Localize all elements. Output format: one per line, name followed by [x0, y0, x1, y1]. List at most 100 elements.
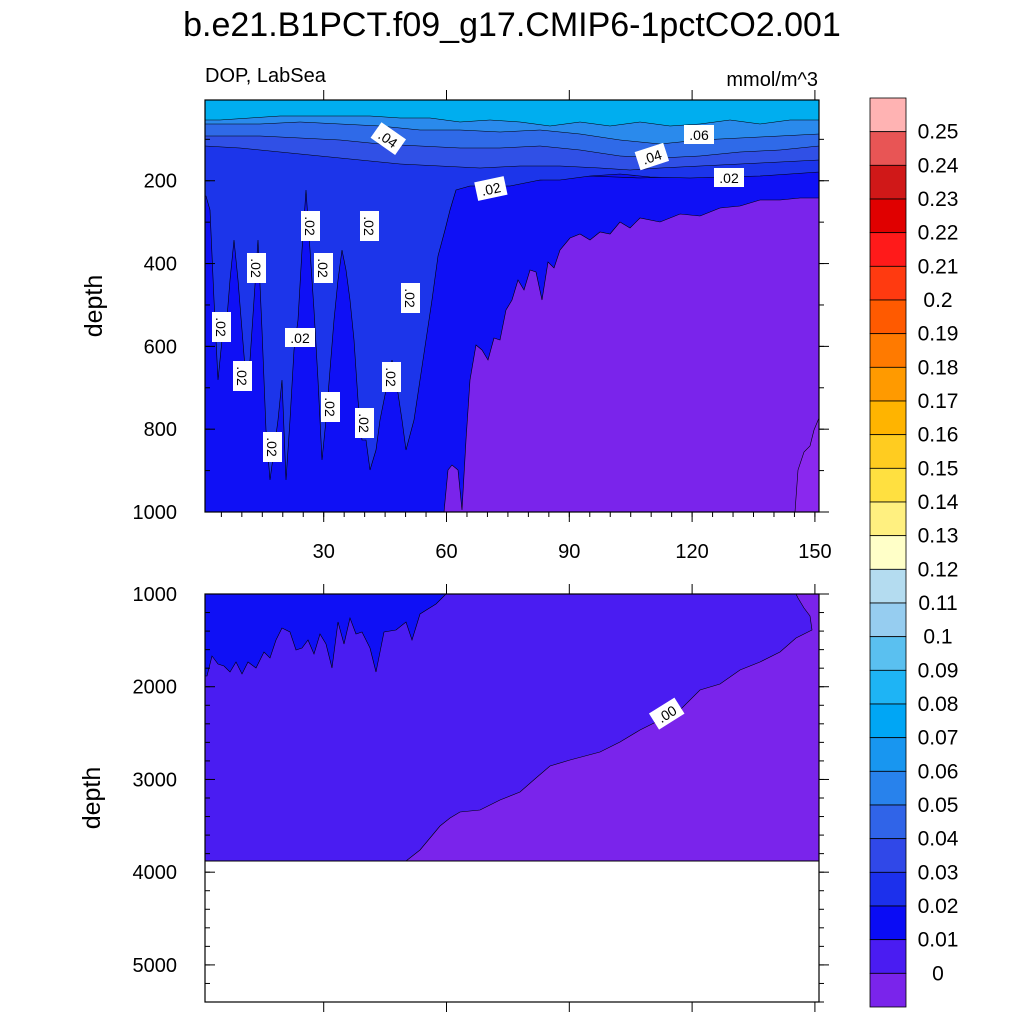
contour-label: .04	[634, 142, 670, 171]
colorbar-box	[869, 838, 907, 873]
colorbar-box	[869, 905, 907, 941]
svg-text:.02: .02	[248, 258, 264, 278]
svg-text:.02: .02	[315, 258, 331, 278]
colorbar: 0.25 0.24 0.23 0.22 0.21 0.2 0.19 0.18 0.17 0.16 0…	[869, 97, 959, 1008]
svg-text:.06: .06	[689, 127, 709, 143]
colorbar-label: 0.07	[918, 727, 959, 750]
colorbar-box	[869, 501, 907, 537]
contour-label: .02	[263, 432, 282, 462]
lower-ytick-label: 3000	[133, 769, 178, 791]
colorbar-box	[869, 636, 907, 671]
svg-text:.02: .02	[322, 397, 338, 417]
lower-panel: 1000 2000 3000 4000 5000 depth .00	[78, 584, 829, 1012]
upper-xtick-label: 30	[313, 541, 335, 563]
lower-ytick-label: 4000	[133, 862, 178, 884]
svg-text:.02: .02	[290, 330, 310, 346]
upper-xtick-label: 90	[558, 541, 580, 563]
upper-ytick-label: 1000	[133, 502, 178, 524]
contour-label: .02	[355, 408, 374, 438]
colorbar-box	[869, 568, 907, 604]
upper-ytick-label: 600	[144, 336, 177, 358]
colorbar-label: 0.22	[918, 222, 959, 245]
colorbar-label: 0	[932, 962, 944, 985]
colorbar-label: 0.06	[918, 760, 959, 783]
colorbar-label: 0.16	[918, 424, 959, 447]
contour-label: .02	[233, 361, 252, 391]
lower-ytick-label: 1000	[133, 584, 178, 606]
colorbar-label: 0.02	[918, 895, 959, 918]
colorbar-box	[869, 164, 907, 200]
lower-contour-labels: .00	[648, 697, 685, 730]
upper-contour-labels: .04.06.04.02.02.02.02.02.02.02.02.02.02.…	[212, 122, 744, 462]
colorbar-box	[869, 265, 907, 301]
colorbar-box	[869, 703, 907, 739]
colorbar-box	[869, 299, 907, 335]
colorbar-label: 0.25	[918, 121, 959, 144]
svg-text:.04: .04	[640, 146, 664, 167]
svg-text:.02: .02	[264, 437, 280, 457]
colorbar-label: 0.17	[918, 390, 959, 413]
upper-x-axis: 30 60 90 120 150	[220, 90, 832, 563]
svg-text:.02: .02	[234, 366, 250, 386]
colorbar-label: 0.19	[918, 323, 959, 346]
upper-xtick-label: 150	[798, 541, 831, 563]
contour-label: .02	[314, 253, 333, 283]
contour-label: .02	[714, 168, 744, 187]
svg-text:.02: .02	[402, 288, 418, 308]
upper-y-axis: 200 400 600 800 1000	[133, 138, 829, 524]
region-0.01-0.02-lower	[204, 593, 447, 677]
colorbar-label: 0.05	[918, 794, 959, 817]
contour-label: .00	[648, 697, 685, 730]
colorbar-box	[869, 770, 907, 806]
contour-label: .02	[301, 211, 320, 241]
colorbar-box	[869, 198, 907, 234]
upper-ytick-label: 400	[144, 254, 177, 276]
contour-label: .02	[360, 211, 379, 241]
colorbar-box	[869, 97, 907, 133]
contour-label: .06	[684, 125, 714, 144]
lower-x-axis	[323, 584, 816, 1012]
upper-panel: DOP, LabSea mmol/m^3 200 400 600 800 1000 30…	[80, 65, 832, 563]
colorbar-label: 0.01	[918, 929, 959, 952]
contour-label: .02	[382, 362, 401, 392]
contour-label: .02	[401, 283, 420, 313]
colorbar-label: 0.03	[918, 861, 959, 884]
colorbar-box	[869, 434, 907, 469]
contour-label: .02	[212, 312, 231, 342]
colorbar-label: 0.24	[918, 154, 959, 177]
colorbar-label: 0.14	[918, 491, 959, 514]
region-0.00-0.01	[443, 197, 820, 513]
units-label: mmol/m^3	[726, 69, 818, 91]
colorbar-box	[869, 400, 907, 436]
colorbar-label: 0.1	[923, 626, 952, 649]
variable-label: DOP, LabSea	[205, 65, 327, 87]
colorbar-box	[869, 737, 907, 772]
colorbar-box	[869, 871, 907, 907]
figure-title: b.e21.B1PCT.f09_g17.CMIP6-1pctCO2.001	[183, 6, 841, 44]
contour-label: .02	[474, 176, 508, 201]
svg-text:.02: .02	[213, 317, 229, 337]
colorbar-box	[869, 467, 907, 503]
lower-y-axis-label: depth	[78, 767, 106, 830]
region-0.07-0.08	[204, 99, 820, 127]
contour-label: .02	[285, 328, 315, 347]
svg-text:.02: .02	[302, 216, 318, 236]
svg-text:.02: .02	[383, 367, 399, 387]
colorbar-box	[869, 232, 907, 267]
colorbar-label: 0.04	[918, 828, 959, 851]
colorbar-box	[869, 333, 907, 368]
contour-label: .02	[247, 253, 266, 283]
upper-xtick-label: 60	[435, 541, 457, 563]
colorbar-box	[869, 131, 907, 166]
upper-y-axis-label: depth	[80, 275, 108, 338]
colorbar-box	[869, 972, 907, 1008]
colorbar-box	[869, 535, 907, 570]
upper-ytick-label: 800	[144, 419, 177, 441]
lower-ytick-label: 5000	[133, 955, 178, 977]
colorbar-label: 0.18	[918, 356, 959, 379]
lower-ytick-label: 2000	[133, 677, 178, 699]
colorbar-label: 0.08	[918, 693, 959, 716]
colorbar-label: 0.2	[923, 289, 952, 312]
colorbar-box	[869, 804, 907, 840]
svg-text:.02: .02	[356, 413, 372, 433]
